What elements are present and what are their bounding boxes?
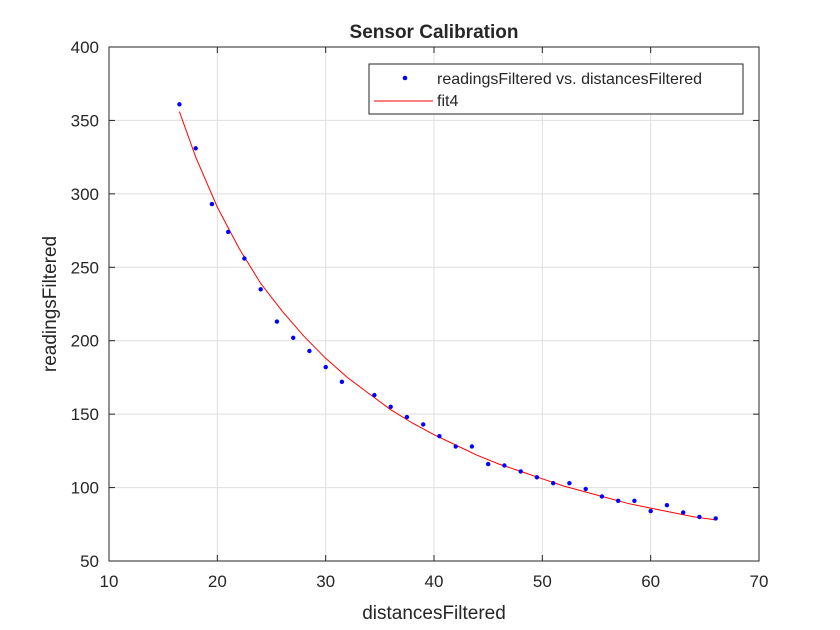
- x-axis-ticks: 10 20 30 40 50 60 70: [100, 47, 769, 591]
- data-point: [372, 392, 377, 398]
- data-point: [404, 414, 410, 420]
- x-tick-label: 50: [533, 572, 552, 591]
- y-axis-label: readingsFiltered: [40, 236, 61, 372]
- x-tick-label: 20: [208, 572, 227, 591]
- data-point: [648, 508, 653, 514]
- data-points-layer: [177, 102, 718, 521]
- y-tick-label: 150: [71, 405, 99, 424]
- data-point: [421, 422, 426, 427]
- data-point: [681, 510, 686, 515]
- y-tick-label: 350: [71, 111, 99, 130]
- data-point: [469, 444, 475, 449]
- data-point: [193, 146, 198, 151]
- data-point: [518, 469, 523, 474]
- legend-label-scatter: readingsFiltered vs. distancesFiltered: [437, 71, 702, 88]
- data-point: [291, 335, 296, 340]
- chart-title: Sensor Calibration: [350, 22, 519, 43]
- data-point: [437, 434, 442, 439]
- y-tick-label: 400: [71, 38, 99, 57]
- x-tick-label: 40: [425, 572, 444, 591]
- fit-curve-layer: [178, 111, 716, 521]
- x-tick-label: 10: [100, 572, 119, 591]
- grid: [109, 47, 759, 561]
- data-point: [339, 379, 345, 384]
- x-axis-label: distancesFiltered: [362, 603, 506, 624]
- legend-label-fit: fit4: [437, 93, 458, 110]
- data-point: [502, 463, 507, 468]
- data-point: [534, 475, 540, 480]
- data-point: [209, 201, 215, 207]
- data-point: [616, 498, 621, 503]
- y-tick-label: 200: [71, 332, 99, 351]
- data-point: [242, 256, 247, 261]
- data-point: [583, 486, 588, 492]
- y-tick-label: 300: [71, 185, 99, 204]
- data-point: [599, 494, 605, 499]
- data-point: [632, 498, 637, 503]
- data-point: [664, 503, 670, 508]
- x-tick-label: 60: [641, 572, 660, 591]
- data-point: [551, 481, 556, 486]
- data-point: [323, 364, 328, 370]
- data-point: [177, 102, 182, 107]
- legend: readingsFiltered vs. distancesFiltered f…: [368, 63, 744, 115]
- x-tick-label: 30: [316, 572, 335, 591]
- y-tick-label: 100: [71, 479, 99, 498]
- data-point: [713, 516, 718, 521]
- data-point: [567, 481, 572, 486]
- data-point: [453, 444, 458, 449]
- data-point: [486, 461, 491, 467]
- fit-curve-line: [178, 111, 716, 521]
- x-tick-label: 70: [750, 572, 769, 591]
- data-point: [258, 287, 263, 292]
- data-point: [697, 514, 702, 520]
- legend-marker-scatter: [402, 75, 408, 81]
- y-axis-ticks: 50 100 150 200 250 300 350 400: [71, 38, 759, 571]
- data-point: [274, 319, 280, 324]
- data-point: [226, 229, 231, 235]
- data-point: [307, 348, 312, 354]
- legend-box: [368, 63, 744, 115]
- data-point: [388, 404, 393, 409]
- y-tick-label: 50: [80, 552, 99, 571]
- y-tick-label: 250: [71, 258, 99, 277]
